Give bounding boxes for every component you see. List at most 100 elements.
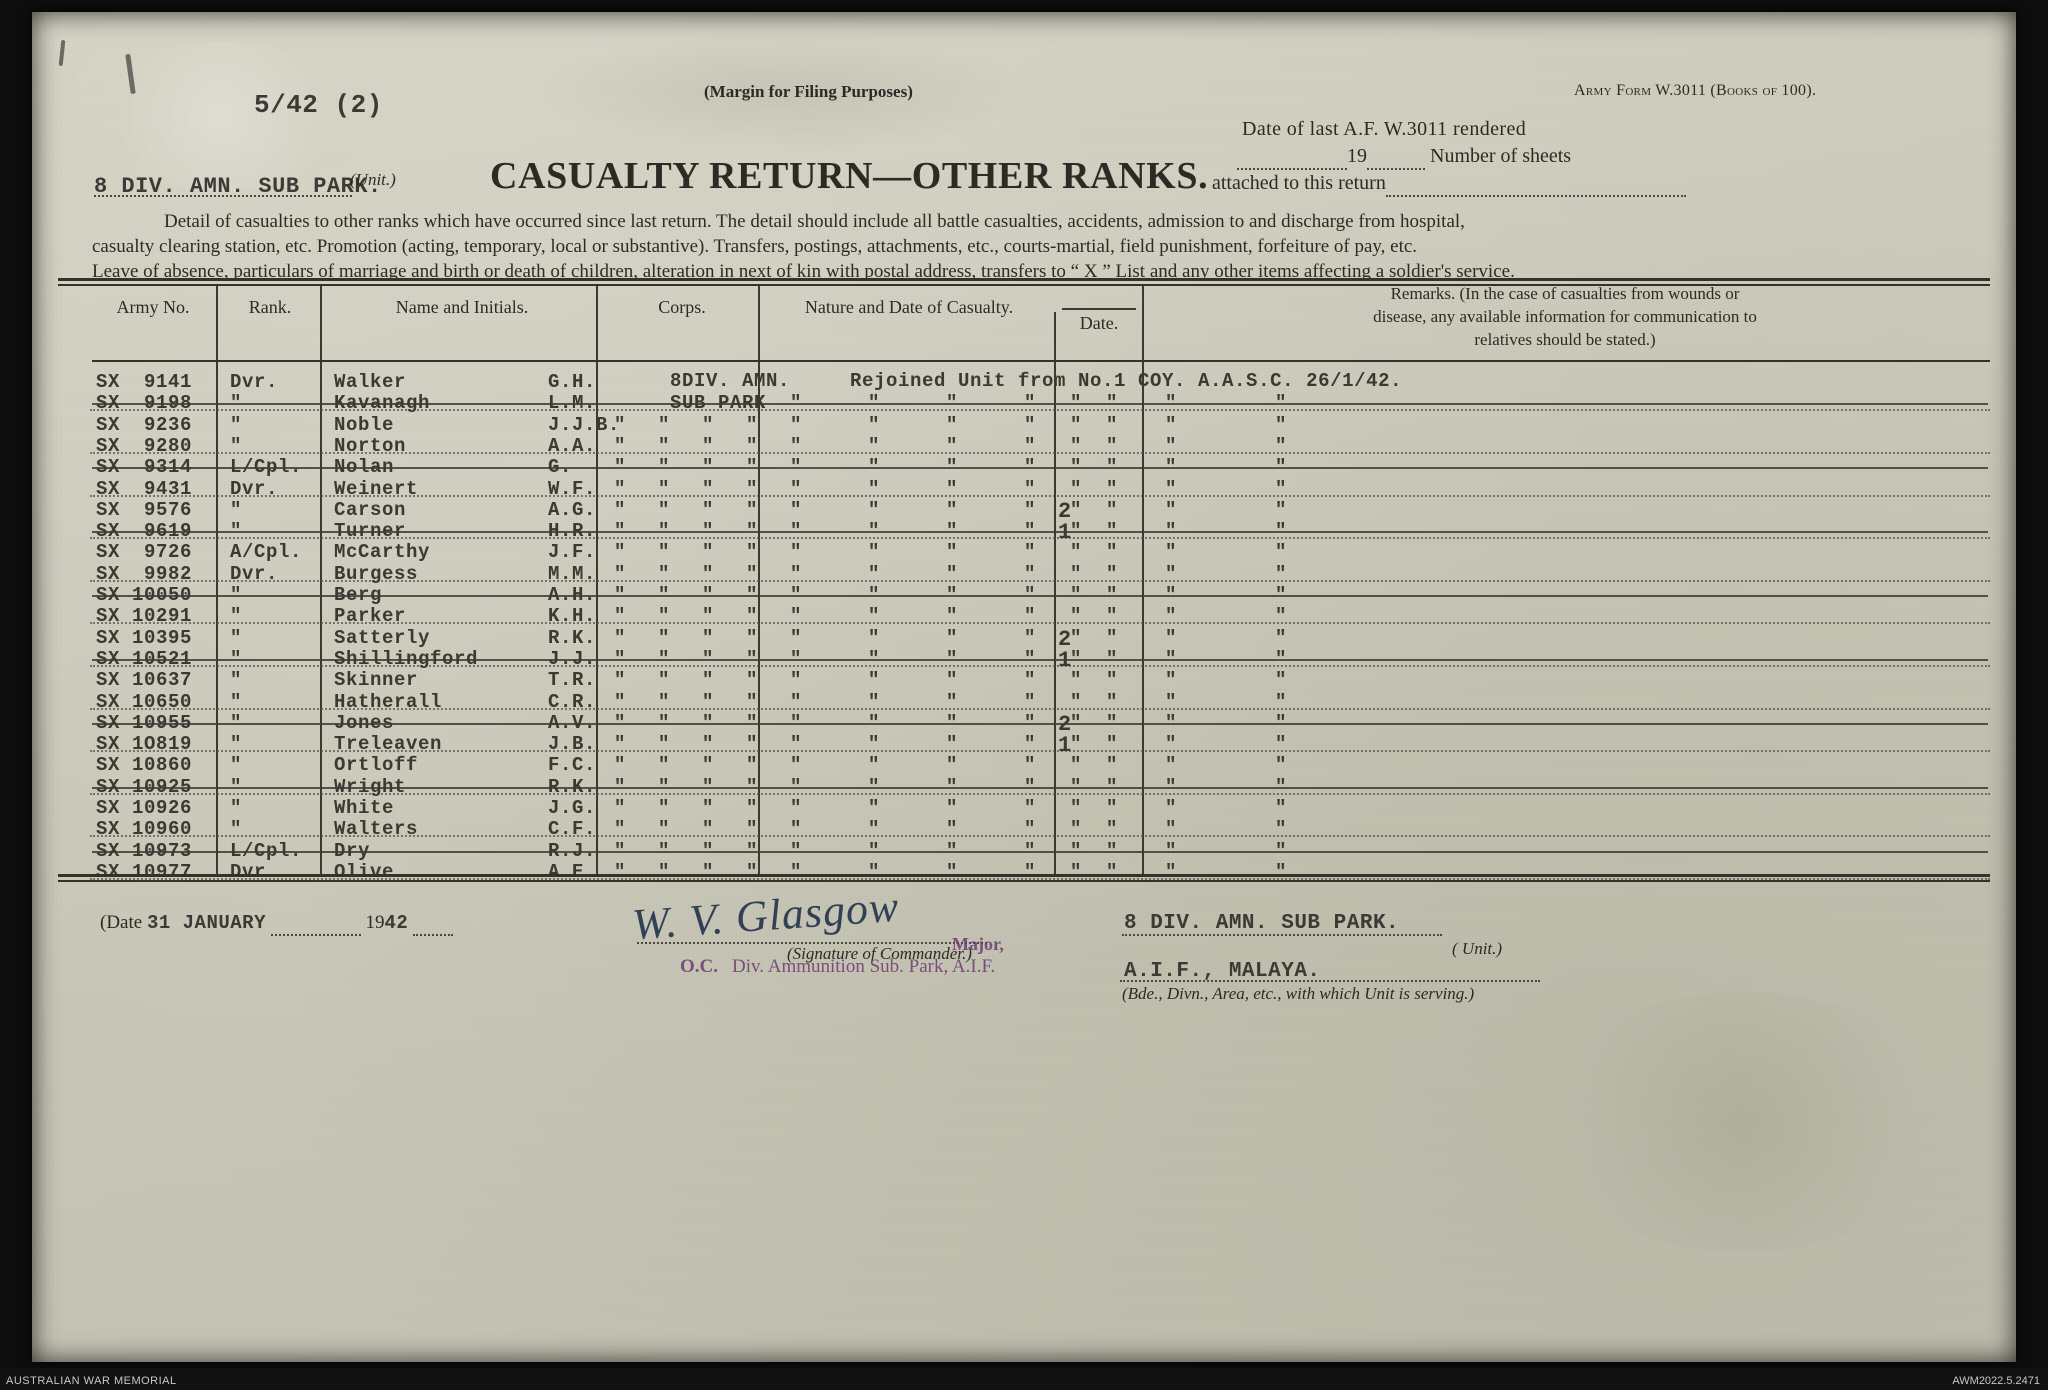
cell-date-ditto: " — [1106, 860, 1119, 883]
row-rule — [90, 579, 1990, 582]
cell-date-ditto: " — [1070, 477, 1083, 500]
cell-remarks-ditto: " — [1275, 626, 1288, 649]
cell-initials: T.R. — [548, 669, 597, 692]
cell-initials: A.E. — [548, 860, 597, 883]
year-prefix: 19 — [1347, 145, 1367, 167]
cell-remarks-ditto: " — [1275, 797, 1288, 819]
cell-army-no: SX 10650 — [96, 690, 193, 713]
table-top-rule-outer — [58, 278, 1990, 281]
cell-initials: R.K. — [548, 626, 597, 649]
cell-corps-ditto: " — [658, 669, 671, 692]
cell-nature-ditto: " — [790, 754, 803, 777]
cell-date-ditto: " — [1106, 818, 1119, 841]
cell-corps-ditto: " — [702, 818, 715, 841]
table-bottom-rule-outer — [58, 874, 1990, 877]
cell-nature-ditto: " — [790, 818, 803, 841]
cell-corps-ditto: " — [746, 434, 759, 457]
cell-date-ditto: " — [1106, 541, 1119, 564]
cell-corps-ditto: " — [702, 413, 715, 436]
cell-nature-ditto: " — [790, 626, 803, 649]
cell-name: Norton — [334, 434, 407, 457]
cell-nature-ditto: " — [1024, 605, 1037, 628]
cell-nature-ditto: " — [946, 690, 959, 713]
cell-date-ditto: " — [1070, 605, 1083, 628]
row-rule — [90, 494, 1990, 497]
cell-corps-ditto: " — [658, 477, 671, 500]
cell-remarks-ditto: " — [1165, 733, 1178, 756]
cell-date-ditto: " — [1106, 754, 1119, 777]
cell-corps-ditto: " — [702, 797, 715, 819]
cell-rank: Dvr. — [230, 562, 279, 585]
cell-army-no: SX 10291 — [96, 605, 193, 628]
cell-remarks-ditto: " — [1165, 860, 1178, 883]
column-header-rank: Rank. — [248, 297, 292, 317]
cell-remarks-ditto: " — [1165, 605, 1178, 628]
cell-corps-ditto: " — [702, 860, 715, 883]
cell-nature-ditto: " — [868, 477, 881, 500]
signature-caption: (Signature of Commander.) — [787, 944, 972, 963]
accession-number: AWM2022.5.2471 — [1952, 1375, 2040, 1387]
cell-date-value: 2 — [1058, 498, 1072, 524]
cell-date-ditto: " — [1106, 605, 1119, 628]
column-header-nature: Nature and Date of Casualty. — [804, 297, 1014, 317]
row-rule — [90, 707, 1990, 710]
remarks-line-3: relatives should be stated.) — [1474, 330, 1656, 349]
cell-corps-ditto: " — [702, 733, 715, 756]
attached-label: attached to this return — [1212, 172, 1386, 194]
cell-date-ditto: " — [1070, 669, 1083, 692]
cell-date-ditto: " — [1070, 690, 1083, 713]
paper-stain — [1532, 992, 1952, 1252]
footer-year-suffix: 42 — [384, 912, 409, 934]
cell-date-ditto: " — [1070, 434, 1083, 457]
cell-corps-ditto: " — [614, 434, 627, 457]
instructions-line-2: casualty clearing station, etc. Promotio… — [92, 236, 1418, 257]
cell-corps-ditto: " — [746, 669, 759, 692]
row-strikethrough — [92, 722, 1988, 725]
unit-dotted-rule — [94, 195, 352, 197]
cell-initials: J.B. — [548, 733, 597, 756]
cell-corps-ditto: " — [658, 797, 671, 819]
cell-corps-ditto: " — [702, 477, 715, 500]
date-of-last-return-label: Date of last A.F. W.3011 rendered — [1242, 118, 1527, 140]
cell-rank: " — [230, 733, 243, 756]
cell-nature-ditto: " — [1024, 626, 1037, 649]
cell-nature-ditto: " — [946, 541, 959, 564]
cell-nature-ditto: " — [790, 690, 803, 713]
cell-nature-ditto: " — [946, 413, 959, 436]
cell-corps-ditto: " — [746, 413, 759, 436]
cell-remarks-ditto: " — [1275, 669, 1288, 692]
cell-corps-ditto: " — [614, 498, 627, 521]
cell-corps-ditto: " — [658, 541, 671, 564]
cell-date-ditto: " — [1106, 498, 1119, 521]
cell-corps-ditto: " — [702, 605, 715, 628]
cell-nature-ditto: " — [868, 562, 881, 585]
row-rule — [90, 664, 1990, 667]
cell-name: Weinert — [334, 477, 419, 500]
cell-corps-ditto: " — [614, 605, 627, 628]
cell-nature-ditto: " — [1024, 818, 1037, 841]
date-value: 31 JANUARY — [146, 912, 266, 934]
cell-corps-ditto: " — [658, 733, 671, 756]
cell-rank: " — [230, 626, 243, 649]
cell-nature-ditto: " — [946, 797, 959, 819]
cell-corps-ditto: " — [658, 605, 671, 628]
cell-corps-ditto: " — [702, 690, 715, 713]
cell-corps-ditto: " — [614, 413, 627, 436]
cell-corps-ditto: " — [746, 818, 759, 841]
cell-name: Olive — [334, 860, 395, 883]
cell-rank: " — [230, 669, 243, 692]
cell-name: Ortloff — [334, 754, 419, 777]
tear-mark — [125, 53, 136, 95]
row-rule — [90, 835, 1990, 838]
cell-date-ditto: " — [1070, 860, 1083, 883]
cell-rank: " — [230, 690, 243, 713]
commander-signature: W. V. Glasgow — [630, 881, 901, 950]
row-rule — [90, 622, 1990, 625]
cell-corps-ditto: " — [746, 733, 759, 756]
unit-typed-value: 8 DIV. AMN. SUB PARK. — [94, 174, 382, 199]
column-header-army-no: Army No. — [116, 297, 190, 317]
cell-remarks-ditto: " — [1165, 562, 1178, 585]
cell-army-no: SX 9280 — [96, 434, 193, 457]
footer-unit-area-value: A.I.F., MALAYA. — [1124, 960, 1321, 983]
cell-rank: " — [230, 754, 243, 777]
